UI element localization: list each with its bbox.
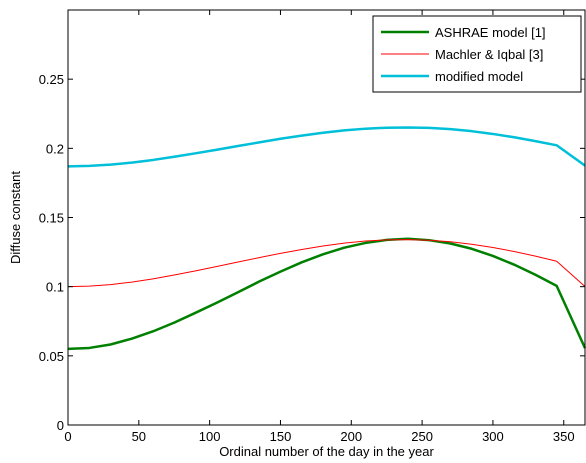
series-line-3 xyxy=(67,126,586,168)
y-axis-label: Diffuse constant xyxy=(8,171,23,264)
x-axis-label: Ordinal number of the day in the year xyxy=(219,444,434,459)
x-tick-label: 300 xyxy=(482,429,504,444)
series-line-2 xyxy=(67,239,586,288)
x-tick-label: 250 xyxy=(411,429,433,444)
y-tick-label: 0 xyxy=(57,418,64,433)
x-tick-label: 0 xyxy=(64,429,71,444)
legend-entry-3: modified model xyxy=(435,69,523,84)
y-tick-label: 0.1 xyxy=(46,280,64,295)
x-tick-label: 200 xyxy=(340,429,362,444)
y-tick-label: 0.2 xyxy=(46,141,64,156)
series-line-1 xyxy=(67,237,586,351)
legend-entry-1: ASHRAE model [1] xyxy=(435,25,546,40)
legend-entry-2: Machler & Iqbal [3] xyxy=(435,47,543,62)
x-tick-label: 50 xyxy=(132,429,146,444)
y-tick-label: 0.15 xyxy=(39,211,64,226)
y-tick-label: 0.05 xyxy=(39,349,64,364)
x-tick-label: 100 xyxy=(199,429,221,444)
series-layer xyxy=(67,126,586,351)
axes-layer: 0 50 100 150 200 250 300 350 0 0.05 0.1 0.15 0.2 0.25 xyxy=(39,9,586,444)
legend: ASHRAE model [1] Machler & Iqbal [3] modif… xyxy=(372,15,582,93)
x-tick-label: 150 xyxy=(270,429,292,444)
x-tick-label: 350 xyxy=(553,429,575,444)
y-tick-label: 0.25 xyxy=(39,72,64,87)
